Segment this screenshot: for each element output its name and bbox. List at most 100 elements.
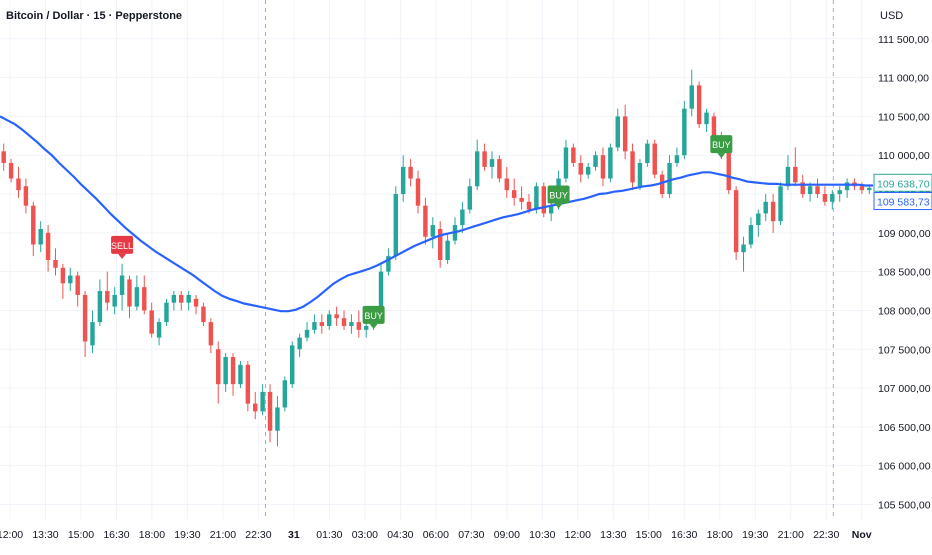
candle-body — [504, 178, 510, 191]
time-tick-label: Nov — [852, 529, 872, 541]
candle-body — [127, 279, 132, 307]
time-tick-label: 03:00 — [352, 529, 378, 541]
candle-body — [238, 364, 243, 385]
candle-body — [563, 147, 569, 179]
candle-body — [696, 85, 702, 125]
candle-body — [807, 186, 813, 195]
buy-signal-label — [547, 185, 570, 204]
candle-body — [23, 186, 29, 206]
price-tick-label: 110 000,00 — [878, 150, 930, 162]
candle-body — [105, 291, 110, 303]
candle-body — [637, 162, 643, 187]
buy-signal-pointer — [554, 203, 563, 209]
candle-body — [585, 166, 591, 175]
sell-signal-text: SELL — [111, 241, 133, 251]
price-tick-label: 109 000,00 — [878, 228, 931, 240]
candle-body — [208, 322, 214, 346]
candle-body — [704, 112, 709, 125]
candle-body — [45, 232, 51, 260]
candle-body — [837, 190, 842, 195]
candle-body — [437, 228, 443, 260]
candle-body — [793, 166, 798, 183]
time-tick-label: 21:00 — [778, 529, 804, 541]
candle-body — [482, 151, 487, 167]
candle-body — [859, 186, 865, 191]
candle-body — [800, 182, 805, 195]
candle-body — [378, 271, 384, 315]
candle-body — [415, 178, 421, 206]
candle-body — [119, 275, 125, 295]
candle-body — [245, 364, 251, 404]
time-tick-label: 01:30 — [316, 529, 342, 541]
time-tick-label: 12:00 — [0, 529, 23, 541]
candle-body — [156, 322, 162, 338]
time-tick-label: 04:30 — [387, 529, 413, 541]
candle-body — [142, 287, 147, 311]
candle-body — [726, 151, 731, 191]
price-tick-label: 105 500,00 — [878, 499, 931, 511]
candle-body — [341, 318, 347, 326]
symbol-title[interactable]: Bitcoin / Dollar · 15 · Pepperstone — [6, 10, 183, 22]
candle-body — [844, 182, 850, 191]
candle-body — [356, 322, 362, 330]
time-tick-label: 06:00 — [423, 529, 449, 541]
ma-price-text: 109 583,73 — [877, 197, 930, 209]
candle-body — [615, 116, 620, 148]
candle-body — [593, 155, 598, 167]
time-tick-label: 15:00 — [636, 529, 662, 541]
candle-body — [630, 151, 635, 183]
candle-body — [164, 302, 169, 323]
candle-body — [112, 294, 117, 307]
buy-signal-pointer — [717, 153, 726, 159]
candle-body — [733, 190, 739, 253]
candle-body — [290, 345, 295, 385]
candle-body — [275, 407, 280, 431]
last-price-text: 109 638,70 — [877, 178, 930, 190]
time-tick-label: 18:00 — [139, 529, 165, 541]
time-tick-label: 16:30 — [671, 529, 697, 541]
candle-body — [53, 260, 58, 268]
candle-body — [682, 108, 687, 156]
time-tick-label: 15:00 — [68, 529, 94, 541]
candle-body — [16, 178, 21, 191]
candle-body — [460, 209, 465, 226]
candle-body — [674, 155, 680, 163]
buy-signal-label — [710, 135, 733, 154]
candle-body — [90, 322, 95, 346]
time-tick-label: 21:00 — [210, 529, 236, 541]
candle-body — [497, 159, 502, 179]
candle-body — [815, 186, 820, 195]
candle-body — [534, 186, 539, 210]
candle-body — [349, 322, 354, 326]
candle-body — [541, 186, 546, 214]
candle-body — [756, 213, 761, 226]
candle-body — [193, 298, 199, 307]
candle-body — [652, 143, 657, 175]
sell-signal-pointer — [118, 253, 127, 259]
currency-label: USD — [880, 10, 904, 22]
time-tick-label: 07:30 — [458, 529, 484, 541]
candle-body — [68, 275, 73, 284]
candle-body — [149, 310, 154, 334]
candle-body — [82, 294, 88, 342]
time-tick-label: 13:30 — [32, 529, 58, 541]
time-tick-label: 22:30 — [245, 529, 271, 541]
candle-body — [186, 294, 191, 303]
candle-body — [622, 116, 628, 152]
candle-body — [867, 187, 872, 191]
candle-body — [785, 166, 791, 187]
candle-body — [97, 291, 103, 323]
time-tick-label: 10:30 — [529, 529, 555, 541]
candle-body — [253, 403, 258, 412]
price-tick-label: 106 500,00 — [878, 422, 931, 434]
candle-body — [230, 357, 236, 385]
candle-body — [711, 116, 717, 144]
ma-price-badge — [873, 192, 932, 211]
candle-body — [282, 380, 288, 408]
price-tick-label: 108 000,00 — [878, 305, 931, 317]
candle-body — [445, 240, 450, 260]
candle-body — [223, 357, 228, 385]
candle-body — [8, 162, 14, 179]
